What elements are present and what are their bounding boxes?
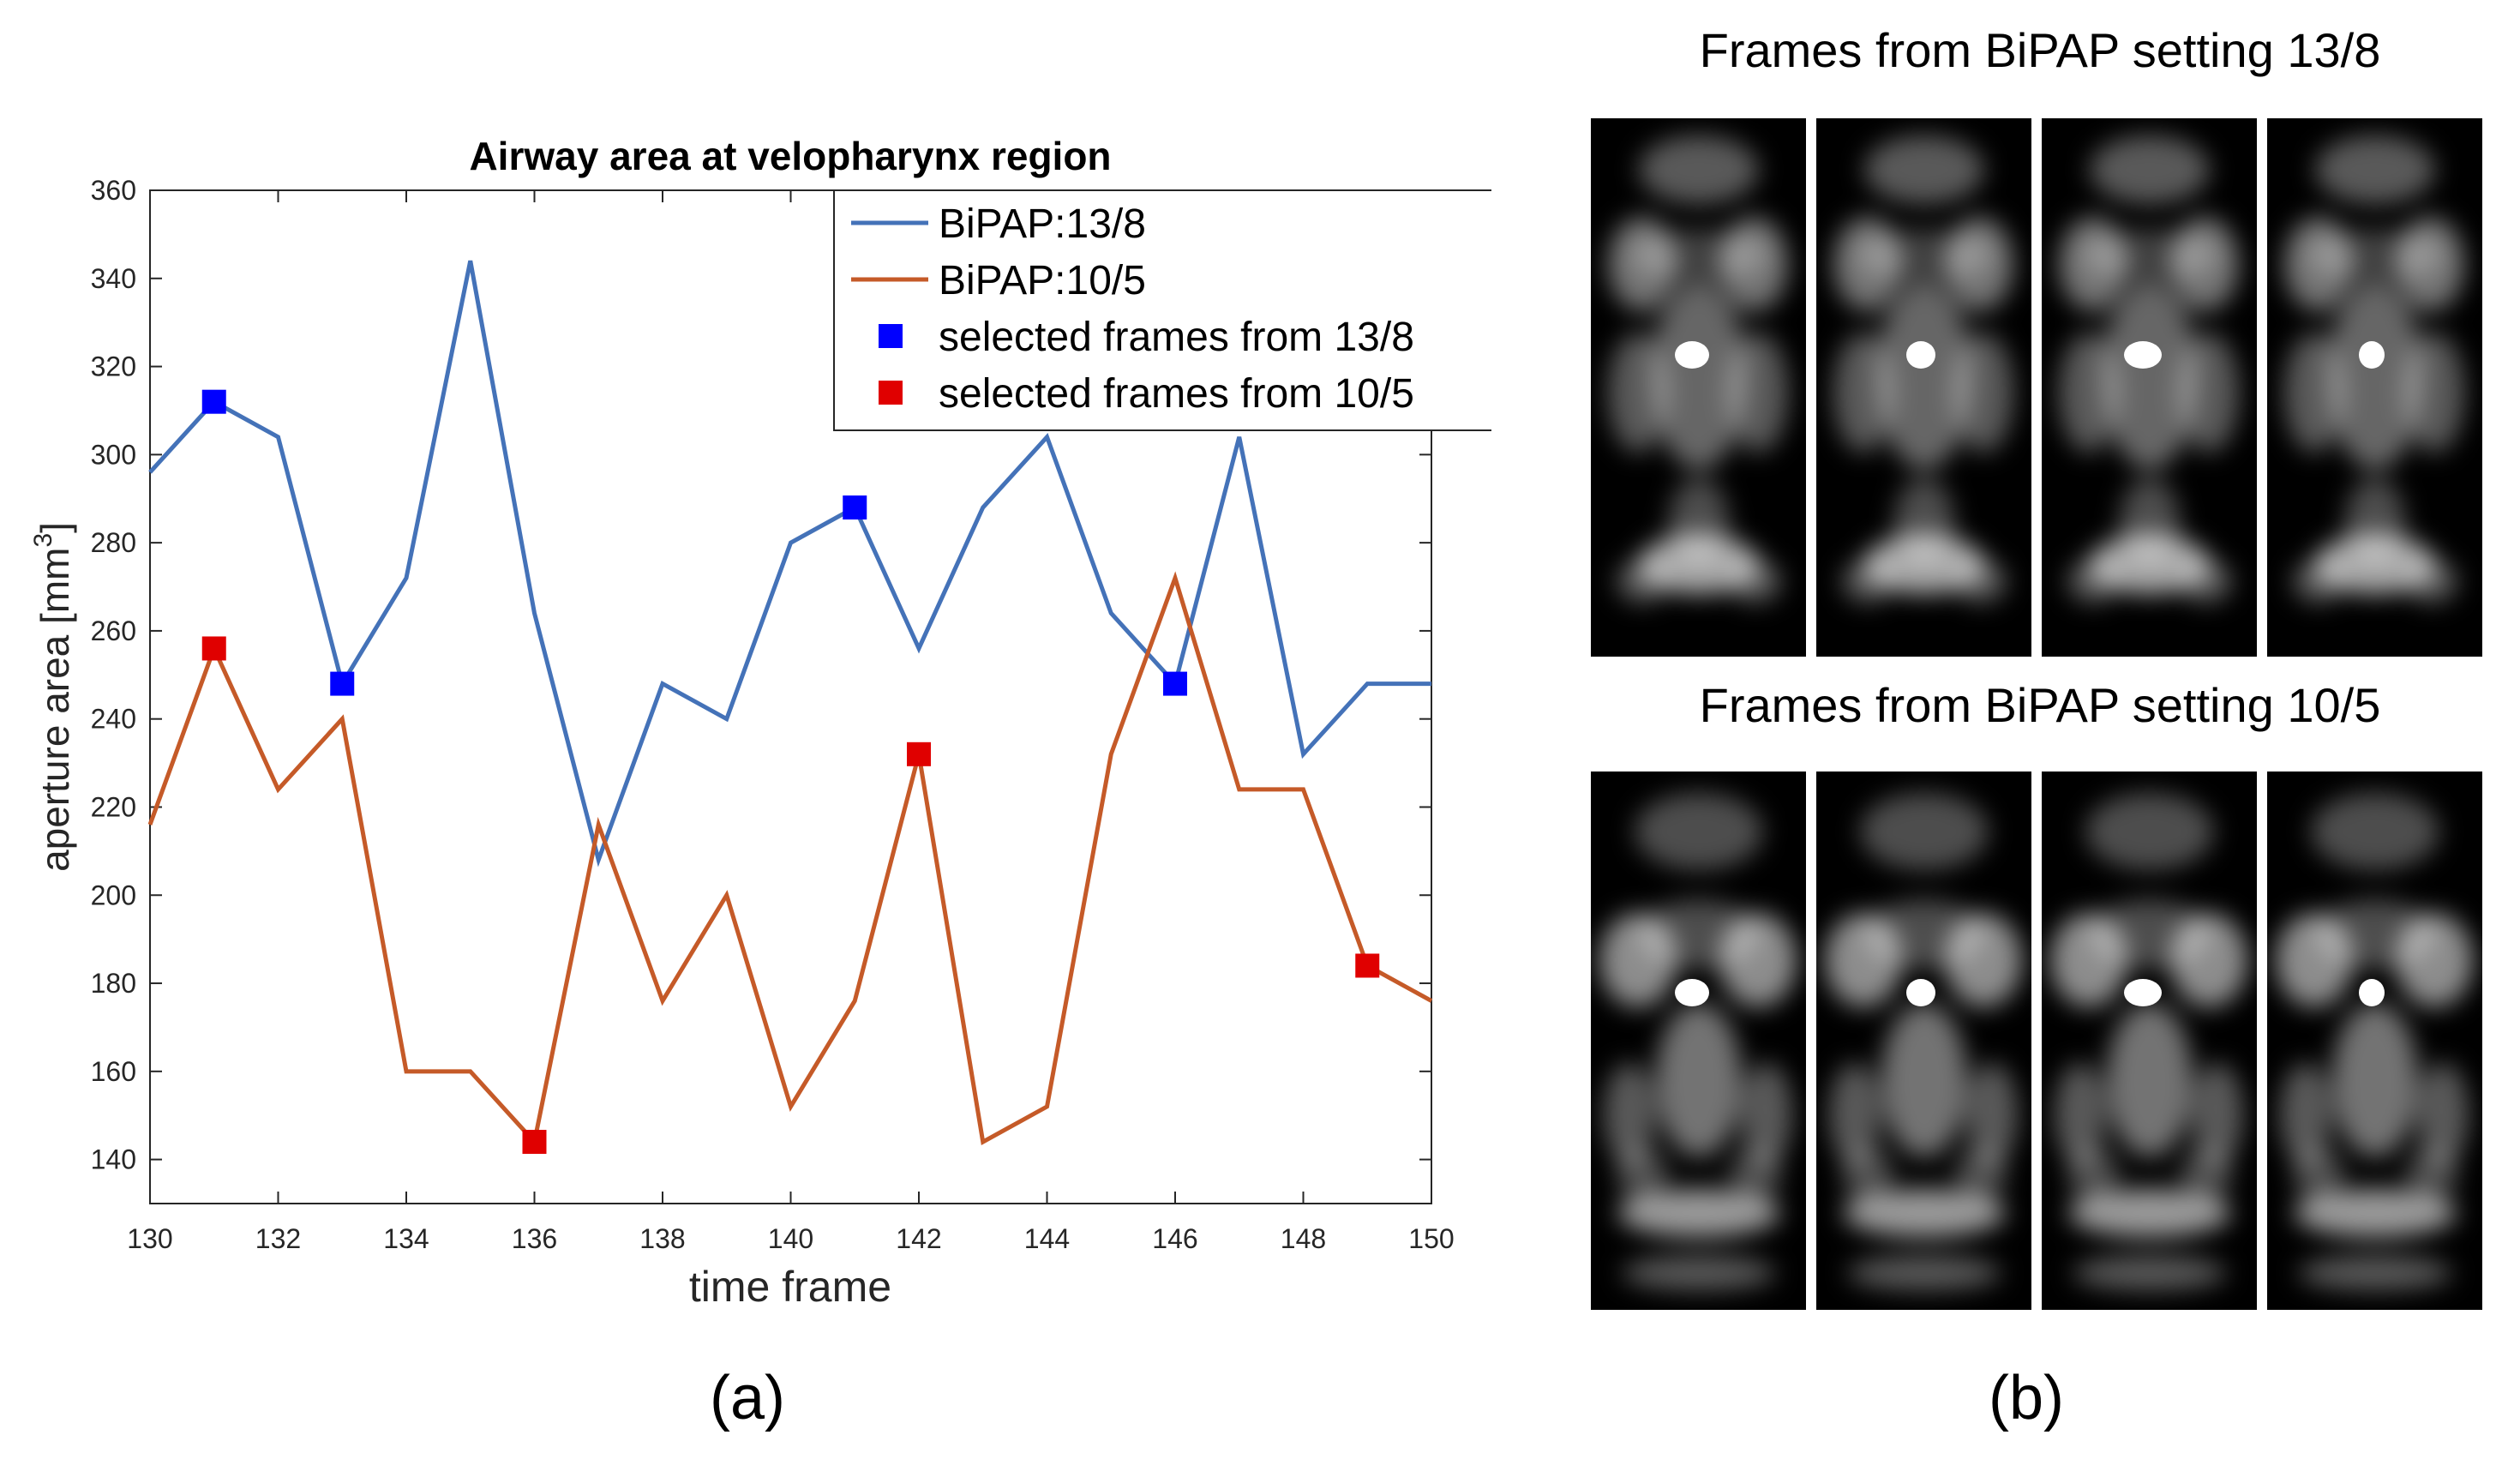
x-axis-label: time frame bbox=[689, 1263, 891, 1311]
legend-label: selected frames from 13/8 bbox=[939, 315, 1414, 360]
x-tick-label: 136 bbox=[512, 1223, 557, 1254]
y-axis-label-main: aperture area [mm bbox=[33, 548, 77, 872]
airway-highlight bbox=[1906, 341, 1935, 369]
y-tick-label: 180 bbox=[91, 968, 136, 999]
legend: BiPAP:13/8 BiPAP:10/5 selected frames from… bbox=[833, 189, 1491, 431]
y-tick-label: 200 bbox=[91, 880, 136, 910]
mri-frame-1 bbox=[1591, 772, 1806, 1310]
y-axis-label-superscript: 3 bbox=[29, 533, 57, 548]
mri-frame-3 bbox=[2042, 118, 2257, 657]
selected-frame-marker-10-5 bbox=[522, 1130, 547, 1155]
selected-frame-marker-10-5 bbox=[1355, 953, 1380, 978]
y-tick-label: 280 bbox=[91, 527, 136, 558]
y-tick-label: 240 bbox=[91, 704, 136, 735]
x-tick-label: 140 bbox=[768, 1223, 813, 1254]
y-tick-label: 160 bbox=[91, 1056, 136, 1087]
mri-title-top: Frames from BiPAP setting 13/8 bbox=[1699, 23, 2381, 77]
x-tick-label: 138 bbox=[639, 1223, 685, 1254]
chart-title: Airway area at velopharynx region bbox=[469, 134, 1111, 178]
airway-highlight bbox=[1906, 979, 1935, 1006]
legend-label: BiPAP:10/5 bbox=[939, 258, 1146, 303]
y-tick-label: 300 bbox=[91, 439, 136, 470]
x-tick-label: 142 bbox=[896, 1223, 941, 1254]
series-line-bipap-10-5 bbox=[147, 571, 1433, 1147]
x-tick-label: 150 bbox=[1408, 1223, 1454, 1254]
x-tick-label: 132 bbox=[255, 1223, 301, 1254]
y-tick-label: 340 bbox=[91, 263, 136, 294]
x-tick-label: 148 bbox=[1281, 1223, 1326, 1254]
selected-frame-marker-13-8 bbox=[1163, 671, 1187, 696]
y-tick-label: 360 bbox=[91, 175, 136, 206]
mri-frame-4 bbox=[2267, 118, 2482, 657]
legend-swatch-marker bbox=[879, 324, 903, 348]
x-tick-label: 144 bbox=[1024, 1223, 1070, 1254]
legend-label: BiPAP:13/8 bbox=[939, 201, 1146, 247]
mri-frames-13-8 bbox=[1591, 118, 2482, 657]
y-axis-label-close: ] bbox=[33, 522, 77, 533]
mri-frame-2 bbox=[1816, 772, 2031, 1310]
y-tick-label: 320 bbox=[91, 351, 136, 382]
airway-highlight bbox=[2359, 979, 2385, 1006]
selected-frame-marker-13-8 bbox=[843, 495, 867, 520]
mri-frame-3 bbox=[2042, 772, 2257, 1310]
airway-highlight bbox=[2124, 341, 2162, 369]
legend-label: selected frames from 10/5 bbox=[939, 371, 1414, 417]
y-tick-label: 260 bbox=[91, 615, 136, 646]
selected-frame-marker-10-5 bbox=[201, 636, 226, 661]
x-tick-label: 146 bbox=[1152, 1223, 1197, 1254]
selected-frame-marker-13-8 bbox=[201, 389, 226, 414]
mri-frame-2 bbox=[1816, 118, 2031, 657]
selected-frame-marker-10-5 bbox=[907, 742, 931, 766]
series-line-bipap-13-8 bbox=[148, 260, 1431, 868]
panel-label-b: (b) bbox=[1989, 1364, 2064, 1432]
mri-frame-1 bbox=[1591, 118, 1806, 657]
legend-swatch-marker bbox=[879, 381, 903, 405]
mri-frames-10-5 bbox=[1591, 772, 2482, 1310]
airway-highlight bbox=[2359, 341, 2385, 369]
y-tick-label: 220 bbox=[91, 791, 136, 822]
airway-highlight bbox=[1675, 979, 1709, 1006]
x-tick-label: 134 bbox=[383, 1223, 429, 1254]
mri-frame-4 bbox=[2267, 772, 2482, 1310]
x-tick-label: 130 bbox=[127, 1223, 172, 1254]
selected-frame-marker-13-8 bbox=[330, 671, 355, 696]
panel-label-a: (a) bbox=[710, 1364, 785, 1432]
airway-highlight bbox=[2124, 979, 2162, 1006]
mri-title-bottom: Frames from BiPAP setting 10/5 bbox=[1699, 678, 2381, 732]
y-tick-label: 140 bbox=[91, 1144, 136, 1175]
y-axis-label: aperture area [mm3] bbox=[29, 522, 77, 872]
legend-box bbox=[833, 189, 1491, 431]
airway-highlight bbox=[1675, 341, 1709, 369]
line-chart: Airway area at velopharynx region 130 132… bbox=[29, 134, 1491, 1311]
